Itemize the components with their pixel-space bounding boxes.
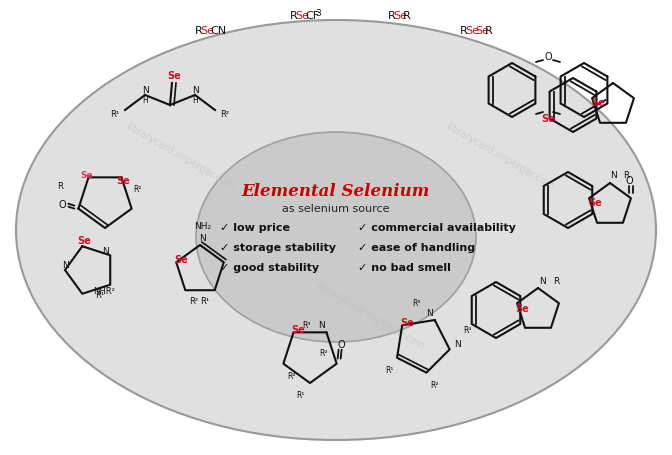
Ellipse shape xyxy=(16,21,656,440)
Text: Se: Se xyxy=(541,114,555,124)
Text: librarycard.impergar.com: librarycard.impergar.com xyxy=(314,280,426,350)
Text: N: N xyxy=(192,86,198,94)
Text: O: O xyxy=(338,339,345,349)
Text: R²: R² xyxy=(189,296,198,305)
Text: O: O xyxy=(625,176,633,186)
Text: N: N xyxy=(102,246,109,255)
Text: N: N xyxy=(318,320,325,329)
Text: Elemental Selenium: Elemental Selenium xyxy=(242,182,430,199)
Text: CF: CF xyxy=(305,11,319,21)
Text: Se: Se xyxy=(200,26,214,36)
Text: Se: Se xyxy=(116,176,130,186)
Text: ✓ commercial availability: ✓ commercial availability xyxy=(358,222,516,233)
Text: Se: Se xyxy=(292,324,305,334)
Text: Se: Se xyxy=(465,26,479,36)
Text: librarycard.impergar.com: librarycard.impergar.com xyxy=(124,121,236,191)
Text: H: H xyxy=(192,95,198,104)
Text: Se: Se xyxy=(80,171,93,179)
Text: R: R xyxy=(195,26,203,36)
Text: R: R xyxy=(485,26,493,36)
Text: Se: Se xyxy=(393,11,407,21)
Text: N: N xyxy=(142,86,149,94)
Text: R²: R² xyxy=(220,109,230,118)
Text: ✓ no bad smell: ✓ no bad smell xyxy=(358,263,451,273)
Text: ✓ good stability: ✓ good stability xyxy=(220,263,319,273)
Text: R: R xyxy=(623,170,629,179)
Text: R¹: R¹ xyxy=(385,365,393,374)
Text: 3: 3 xyxy=(314,9,321,17)
Text: R¹: R¹ xyxy=(296,391,304,399)
Text: R³: R³ xyxy=(413,298,421,307)
Text: ✓ ease of handling: ✓ ease of handling xyxy=(358,243,475,253)
Text: N: N xyxy=(199,233,206,242)
Text: R²: R² xyxy=(287,371,296,380)
Text: R¹: R¹ xyxy=(110,109,120,118)
Text: CN: CN xyxy=(210,26,226,36)
Text: R: R xyxy=(57,181,63,190)
Text: ✓ storage stability: ✓ storage stability xyxy=(220,243,336,253)
Text: R: R xyxy=(388,11,396,21)
Text: Se: Se xyxy=(77,236,91,246)
Text: Se: Se xyxy=(401,318,414,328)
Text: O: O xyxy=(544,52,552,62)
Text: O: O xyxy=(58,199,66,209)
Text: R: R xyxy=(403,11,411,21)
Text: ✓ low price: ✓ low price xyxy=(220,222,290,233)
Text: librarycard.impergar.com: librarycard.impergar.com xyxy=(444,121,556,191)
Text: Se: Se xyxy=(174,255,188,265)
Text: NH₂: NH₂ xyxy=(194,221,212,230)
Text: N: N xyxy=(611,170,618,179)
Text: N: N xyxy=(454,339,461,348)
Text: R²: R² xyxy=(319,348,328,357)
Text: as selenium source: as selenium source xyxy=(282,203,390,213)
Text: R¹: R¹ xyxy=(200,296,209,305)
Text: R: R xyxy=(460,26,468,36)
Text: R¹: R¹ xyxy=(95,291,105,299)
Text: Se: Se xyxy=(588,198,602,208)
Text: R²: R² xyxy=(430,380,439,389)
Text: N: N xyxy=(540,276,546,285)
Text: Se: Se xyxy=(475,26,489,36)
Text: H: H xyxy=(142,95,148,104)
Text: Se: Se xyxy=(167,71,181,81)
Text: R: R xyxy=(290,11,298,21)
Text: Se: Se xyxy=(591,98,605,108)
Text: Se: Se xyxy=(515,303,529,313)
Text: R: R xyxy=(553,276,559,285)
Ellipse shape xyxy=(196,133,476,342)
Text: Se: Se xyxy=(295,11,309,21)
Text: R⁴: R⁴ xyxy=(464,325,472,334)
Text: N: N xyxy=(62,261,69,270)
Text: N: N xyxy=(426,308,433,317)
Text: R³: R³ xyxy=(302,320,310,329)
Text: R²: R² xyxy=(133,184,141,193)
Text: NHR²: NHR² xyxy=(93,287,115,296)
